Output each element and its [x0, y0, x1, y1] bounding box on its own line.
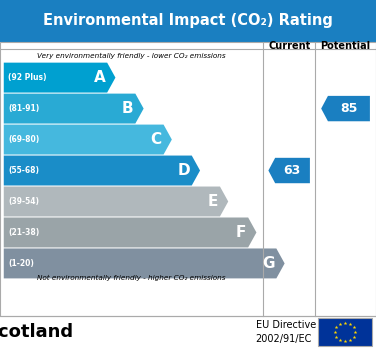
Text: Environmental Impact (CO₂) Rating: Environmental Impact (CO₂) Rating [43, 13, 333, 29]
Text: (21-38): (21-38) [8, 228, 39, 237]
Text: EU Directive
2002/91/EC: EU Directive 2002/91/EC [256, 320, 316, 344]
Text: (69-80): (69-80) [8, 135, 39, 144]
Text: 63: 63 [284, 164, 301, 177]
Polygon shape [4, 187, 228, 216]
Text: G: G [262, 256, 274, 271]
Text: 85: 85 [340, 102, 357, 115]
Text: B: B [122, 101, 133, 116]
Text: (92 Plus): (92 Plus) [8, 73, 47, 82]
Text: E: E [208, 194, 218, 209]
Polygon shape [4, 94, 144, 124]
Text: (1-20): (1-20) [8, 259, 34, 268]
Text: (39-54): (39-54) [8, 197, 39, 206]
Text: Potential: Potential [320, 41, 371, 51]
Bar [318, 318, 372, 346]
Text: (81-91): (81-91) [8, 104, 39, 113]
Polygon shape [4, 156, 200, 185]
Text: Very environmentally friendly - lower CO₂ emissions: Very environmentally friendly - lower CO… [37, 53, 226, 59]
Text: D: D [177, 163, 190, 178]
Text: (55-68): (55-68) [8, 166, 39, 175]
Bar [0, 0, 376, 42]
Text: Current: Current [268, 41, 310, 51]
Polygon shape [4, 248, 285, 278]
Polygon shape [4, 125, 172, 155]
Text: Scotland: Scotland [0, 323, 74, 341]
Text: F: F [236, 225, 246, 240]
Polygon shape [4, 63, 115, 93]
Polygon shape [4, 218, 256, 247]
Polygon shape [321, 96, 370, 121]
Polygon shape [268, 158, 310, 183]
Bar [0, 42, 376, 316]
Text: A: A [94, 70, 105, 85]
Text: C: C [150, 132, 162, 147]
Text: Not environmentally friendly - higher CO₂ emissions: Not environmentally friendly - higher CO… [37, 275, 226, 281]
